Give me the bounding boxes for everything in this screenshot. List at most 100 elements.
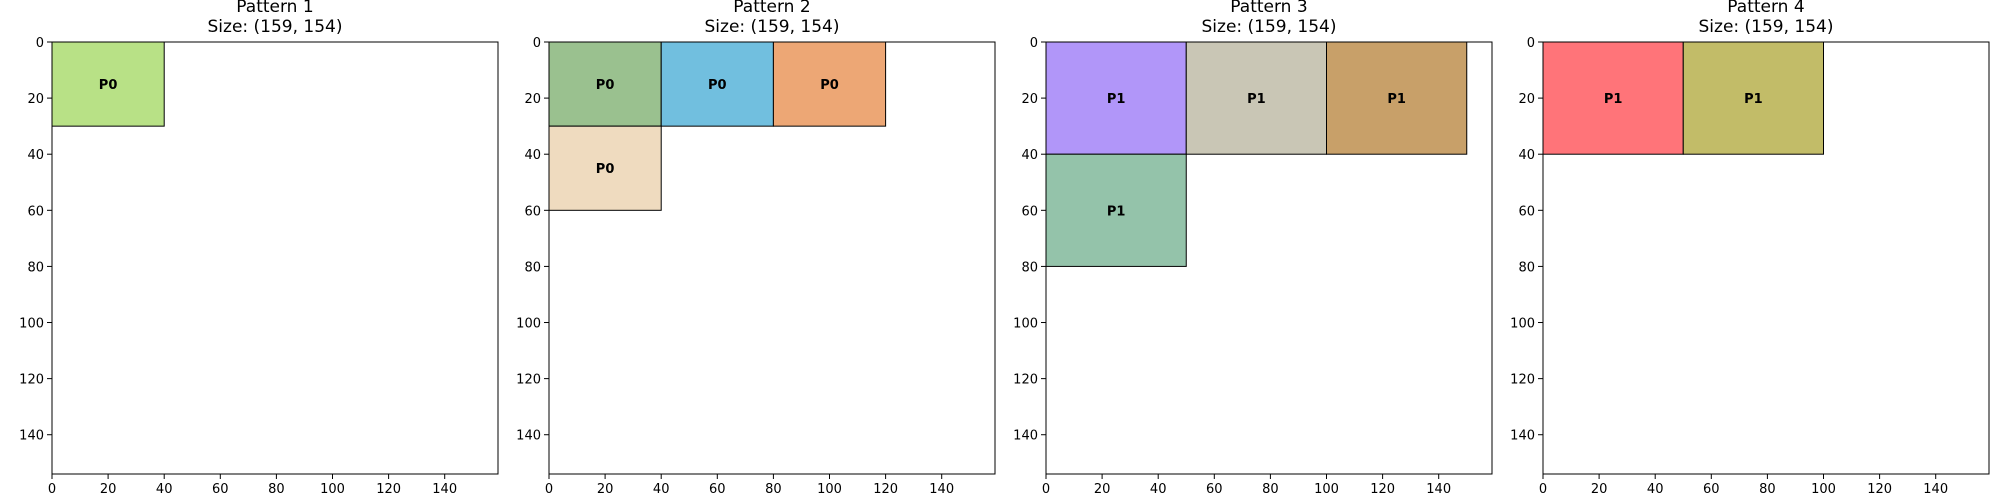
y-tick-label: 40 <box>27 148 44 163</box>
x-tick-label: 20 <box>1591 482 1608 497</box>
y-tick-label: 0 <box>533 36 541 51</box>
piece-rect <box>772 41 887 127</box>
x-tick-label: 80 <box>1262 482 1279 497</box>
x-tick-label: 60 <box>1206 482 1223 497</box>
y-tick-label: 140 <box>516 429 541 444</box>
panel-subtitle: Size: (159, 154) <box>1202 17 1337 37</box>
panel-title: Pattern 3 <box>1230 0 1307 17</box>
y-tick-label: 140 <box>1013 429 1038 444</box>
panel-subtitle: Size: (159, 154) <box>1699 17 1834 37</box>
y-tick-label: 140 <box>1510 429 1535 444</box>
x-tick-label: 120 <box>1867 482 1892 497</box>
panel-subtitle: Size: (159, 154) <box>705 17 840 37</box>
piece-label: P0 <box>596 78 615 93</box>
piece-label: P0 <box>708 78 727 93</box>
piece-label: P1 <box>1387 92 1406 107</box>
x-tick-label: 40 <box>653 482 670 497</box>
piece-label: P1 <box>1107 92 1126 107</box>
x-tick-label: 0 <box>545 482 553 497</box>
x-tick-label: 40 <box>1647 482 1664 497</box>
y-tick-label: 20 <box>1021 92 1038 107</box>
y-tick-label: 0 <box>36 36 44 51</box>
y-tick-label: 60 <box>1518 204 1535 219</box>
y-tick-label: 120 <box>1013 373 1038 388</box>
x-tick-label: 100 <box>320 482 345 497</box>
x-tick-label: 120 <box>1370 482 1395 497</box>
plot-frame <box>51 41 499 475</box>
piece-rect <box>1326 41 1468 155</box>
x-tick-label: 100 <box>1314 482 1339 497</box>
y-tick-label: 140 <box>19 429 44 444</box>
x-tick-label: 100 <box>1811 482 1836 497</box>
y-tick-label: 60 <box>524 204 541 219</box>
panel-title: Pattern 1 <box>236 0 313 17</box>
y-tick-label: 100 <box>19 317 44 332</box>
x-tick-label: 80 <box>1759 482 1776 497</box>
panel-title: Pattern 2 <box>733 0 810 17</box>
piece-label: P1 <box>1604 92 1623 107</box>
y-tick-label: 60 <box>27 204 44 219</box>
panel-subtitle: Size: (159, 154) <box>208 17 343 37</box>
piece-rect <box>51 41 165 127</box>
y-tick-label: 60 <box>1021 204 1038 219</box>
x-tick-label: 20 <box>100 482 117 497</box>
x-tick-label: 60 <box>709 482 726 497</box>
y-tick-label: 0 <box>1030 36 1038 51</box>
y-tick-label: 80 <box>524 260 541 275</box>
y-tick-label: 0 <box>1527 36 1535 51</box>
piece-rect <box>1185 41 1328 155</box>
x-tick-label: 40 <box>156 482 173 497</box>
y-tick-label: 40 <box>524 148 541 163</box>
x-tick-label: 120 <box>873 482 898 497</box>
piece-label: P1 <box>1247 92 1266 107</box>
x-tick-label: 80 <box>765 482 782 497</box>
y-tick-label: 120 <box>516 373 541 388</box>
piece-label: P0 <box>99 78 118 93</box>
y-tick-label: 40 <box>1021 148 1038 163</box>
piece-label: P0 <box>820 78 839 93</box>
piece-rect <box>660 41 774 127</box>
x-tick-label: 20 <box>597 482 614 497</box>
y-tick-label: 40 <box>1518 148 1535 163</box>
x-tick-label: 60 <box>1703 482 1720 497</box>
y-tick-label: 100 <box>516 317 541 332</box>
piece-rect <box>1682 41 1825 155</box>
plot-frame <box>1045 41 1493 475</box>
x-tick-label: 140 <box>1426 482 1451 497</box>
piece-label: P0 <box>596 162 615 177</box>
x-tick-label: 120 <box>376 482 401 497</box>
y-tick-label: 20 <box>524 92 541 107</box>
x-tick-label: 100 <box>817 482 842 497</box>
y-tick-label: 20 <box>27 92 44 107</box>
x-tick-label: 140 <box>432 482 457 497</box>
x-tick-label: 0 <box>1042 482 1050 497</box>
y-tick-label: 20 <box>1518 92 1535 107</box>
x-tick-label: 0 <box>1539 482 1547 497</box>
x-tick-label: 140 <box>929 482 954 497</box>
y-tick-label: 120 <box>1510 373 1535 388</box>
panel-title: Pattern 4 <box>1727 0 1804 17</box>
x-tick-label: 80 <box>268 482 285 497</box>
x-tick-label: 40 <box>1150 482 1167 497</box>
piece-rect <box>548 41 662 127</box>
y-tick-label: 120 <box>19 373 44 388</box>
y-tick-label: 80 <box>1021 260 1038 275</box>
x-tick-label: 0 <box>48 482 56 497</box>
x-tick-label: 140 <box>1923 482 1948 497</box>
x-tick-label: 20 <box>1094 482 1111 497</box>
y-tick-label: 100 <box>1013 317 1038 332</box>
x-tick-label: 60 <box>212 482 229 497</box>
piece-label: P1 <box>1744 92 1763 107</box>
y-tick-label: 100 <box>1510 317 1535 332</box>
plot-frame <box>548 41 996 475</box>
piece-label: P1 <box>1107 204 1126 219</box>
plot-frame <box>1542 41 1990 475</box>
y-tick-label: 80 <box>27 260 44 275</box>
piece-rect <box>1045 153 1187 267</box>
y-tick-label: 80 <box>1518 260 1535 275</box>
